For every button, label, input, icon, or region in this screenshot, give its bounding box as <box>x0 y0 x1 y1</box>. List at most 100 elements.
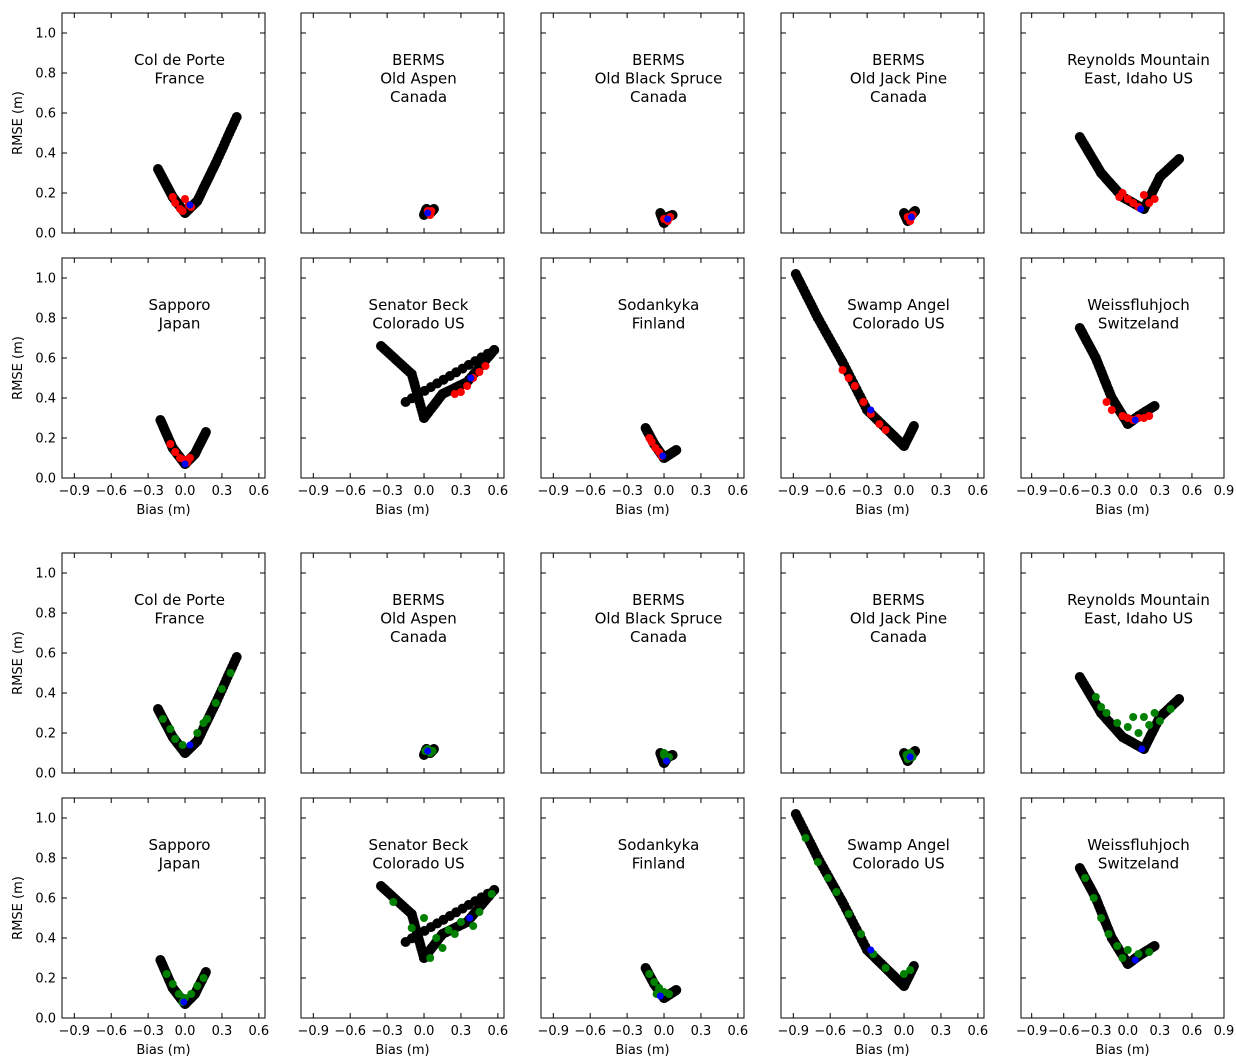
panel-data <box>1074 323 1160 429</box>
highlight-point <box>1115 193 1124 201</box>
best-point <box>907 213 915 221</box>
panel-title-line: Sodankyka <box>618 836 700 854</box>
highlight-point <box>1104 930 1113 938</box>
highlight-point <box>481 362 490 370</box>
highlight-point <box>469 922 478 930</box>
x-tick-label: −0.3 <box>132 484 164 499</box>
highlight-point <box>1134 729 1143 737</box>
highlight-point <box>463 382 472 390</box>
highlight-point <box>1150 195 1159 203</box>
y-tick-label: 1.0 <box>35 27 56 42</box>
x-axis-label: Bias (m) <box>375 503 429 518</box>
x-tick-label: 0.0 <box>654 484 675 499</box>
x-tick-label: 0.6 <box>488 484 509 499</box>
black-point <box>400 397 411 407</box>
best-point <box>867 946 875 954</box>
panel-title-line: Canada <box>630 88 687 106</box>
highlight-point <box>193 982 202 990</box>
best-point <box>467 374 475 382</box>
highlight-point <box>450 390 459 398</box>
x-tick-label: 0.6 <box>728 1024 749 1039</box>
best-point <box>424 209 432 217</box>
highlight-point <box>900 970 908 978</box>
highlight-point <box>199 974 208 982</box>
highlight-point <box>199 719 208 727</box>
black-point <box>231 652 242 662</box>
highlight-point <box>813 858 822 866</box>
panel-title-line: Switzeland <box>1098 315 1179 333</box>
best-point <box>181 460 189 468</box>
highlight-point <box>226 669 235 677</box>
highlight-point <box>1097 914 1106 922</box>
best-point <box>906 753 914 761</box>
best-point <box>663 757 670 765</box>
best-point <box>1131 956 1139 964</box>
y-tick-label: 0.0 <box>35 767 56 782</box>
x-tick-label: −0.9 <box>59 1024 91 1039</box>
panel-frame <box>300 12 505 234</box>
highlight-point <box>187 990 196 998</box>
panel-data <box>655 748 678 768</box>
highlight-point <box>211 699 220 707</box>
black-point <box>671 445 682 455</box>
panel-frame <box>61 797 266 1019</box>
highlight-point <box>801 834 810 842</box>
panel-title-line: Sapporo <box>149 836 211 854</box>
panel-title-line: BERMS <box>392 591 445 609</box>
x-tick-label: −0.3 <box>132 1024 164 1039</box>
highlight-point <box>1145 721 1154 729</box>
y-tick-label: 0.8 <box>35 607 56 622</box>
black-point <box>200 427 211 437</box>
highlight-point <box>650 978 659 986</box>
x-tick-label: −0.3 <box>851 1024 883 1039</box>
panel-data <box>640 423 682 463</box>
panel-title-line: BERMS <box>632 51 685 69</box>
x-tick-label: −0.9 <box>1016 484 1048 499</box>
panel-title-line: Colorado US <box>372 855 464 873</box>
highlight-point <box>456 918 465 926</box>
x-tick-label: −0.9 <box>298 484 330 499</box>
x-tick-label: −0.3 <box>371 484 403 499</box>
x-tick-label: 0.0 <box>1117 1024 1138 1039</box>
y-axis-label: RMSE (m) <box>11 876 26 940</box>
black-point <box>908 421 919 431</box>
highlight-point <box>645 970 654 978</box>
y-tick-label: 0.8 <box>35 852 56 867</box>
x-tick-label: −0.6 <box>574 1024 606 1039</box>
black-point <box>1174 154 1185 164</box>
highlight-point <box>217 685 226 693</box>
highlight-point <box>660 749 668 757</box>
panel-data <box>640 963 682 1003</box>
panel-data <box>376 881 500 963</box>
highlight-point <box>881 426 890 434</box>
x-tick-label: −0.3 <box>611 1024 643 1039</box>
highlight-point <box>1123 723 1132 731</box>
highlight-point <box>1118 412 1127 420</box>
x-tick-label: −0.3 <box>371 1024 403 1039</box>
y-axis-label: RMSE (m) <box>11 336 26 400</box>
panel-title-line: Old Aspen <box>380 610 457 628</box>
y-tick-label: 0.2 <box>35 432 56 447</box>
panel-frame <box>1020 257 1225 479</box>
x-tick-label: −0.6 <box>574 484 606 499</box>
panel-title-line: Sapporo <box>149 296 211 314</box>
highlight-point <box>426 954 435 962</box>
black-point <box>1149 401 1160 411</box>
panel-frame <box>540 257 745 479</box>
panel-title-line: East, Idaho US <box>1084 610 1193 628</box>
panel-title-line: Colorado US <box>852 315 944 333</box>
x-tick-label: 0.3 <box>451 484 472 499</box>
x-axis-label: Bias (m) <box>1095 503 1149 518</box>
panel-frame <box>300 552 505 774</box>
y-tick-label: 0.8 <box>35 312 56 327</box>
best-point <box>1138 745 1146 753</box>
highlight-point <box>850 382 859 390</box>
x-tick-label: −0.6 <box>814 484 846 499</box>
highlight-point <box>1145 948 1154 956</box>
